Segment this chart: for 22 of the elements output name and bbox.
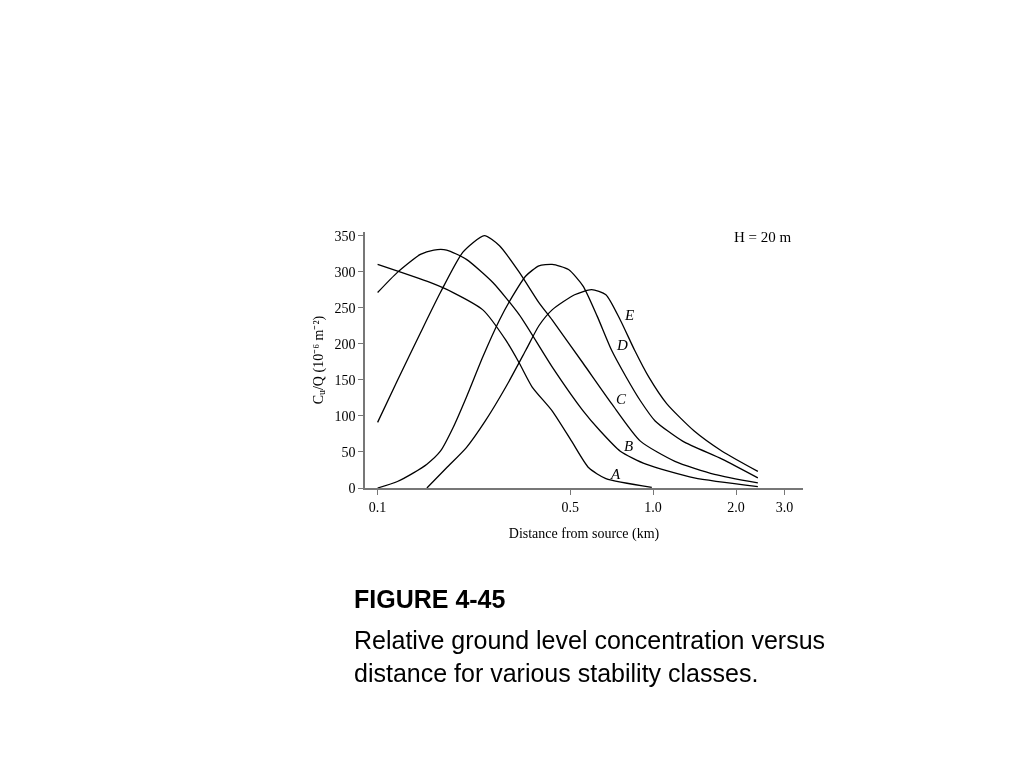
x-axis-title: Distance from source (km) <box>508 526 660 543</box>
series-label: B <box>624 438 634 454</box>
y-tick-label: 300 <box>334 264 356 280</box>
annotation: H = 20 m <box>734 229 792 245</box>
x-tick-label: 1.0 <box>644 499 662 515</box>
series-label: D <box>616 337 628 353</box>
y-tick-label: 150 <box>334 372 356 388</box>
x-tick-label: 2.0 <box>727 499 745 515</box>
x-tick-label: 0.1 <box>368 499 387 515</box>
y-tick-label: 200 <box>334 336 356 352</box>
series-label: A <box>610 466 621 482</box>
y-tick-label: 50 <box>341 444 356 460</box>
caption: FIGURE 4-45 <box>354 585 506 613</box>
y-tick-label: 0 <box>348 480 356 496</box>
x-tick-label: 3.0 <box>775 499 794 515</box>
y-tick-label: 250 <box>334 300 356 316</box>
text: Relative ground level concentration versus distance for various stability classes. <box>354 626 826 687</box>
x-tick-label: 0.5 <box>561 499 579 515</box>
y-tick-label: 350 <box>334 228 356 244</box>
series-label: E <box>624 307 635 323</box>
y-tick-label: 100 <box>334 408 356 424</box>
series-label: C <box>616 391 627 407</box>
